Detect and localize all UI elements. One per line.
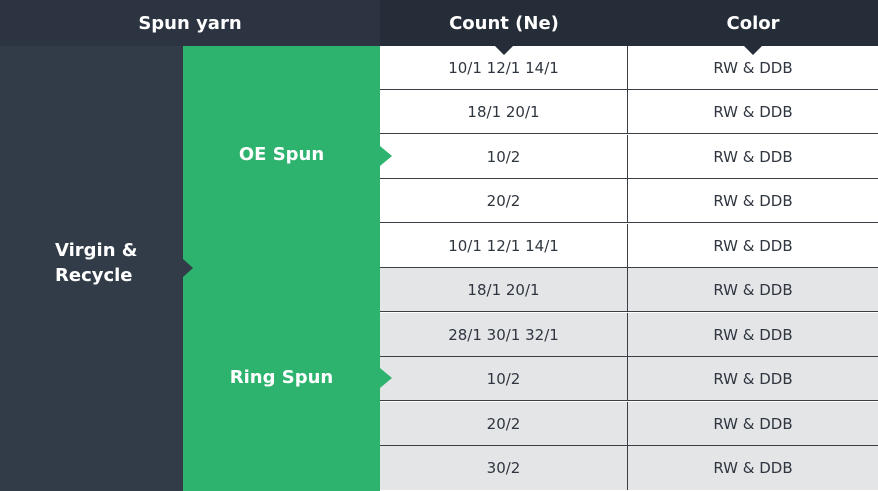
count-cell: 20/2: [380, 402, 628, 445]
table-row: 30/2 RW & DDB: [380, 446, 878, 490]
count-cell: 20/2: [380, 179, 628, 222]
color-cell: RW & DDB: [713, 58, 793, 77]
count-cell: 28/1 30/1 32/1: [380, 313, 628, 356]
table-row: 10/1 12/1 14/1 RW & DDB: [380, 46, 878, 90]
header-count-label: Count (Ne): [449, 12, 559, 34]
category-arrow: [183, 259, 193, 277]
header-notch: [743, 45, 763, 55]
count-cell: 18/1 20/1: [380, 268, 628, 311]
color-cell: RW & DDB: [713, 191, 793, 210]
count-cell: 10/2: [380, 135, 628, 178]
table-row: 10/2 RW & DDB: [380, 357, 878, 401]
table-row: 10/2 RW & DDB: [380, 135, 878, 179]
process-ring-label: Ring Spun: [229, 367, 334, 388]
color-cell: RW & DDB: [713, 280, 793, 299]
color-cell: RW & DDB: [713, 102, 793, 121]
color-cell: RW & DDB: [713, 414, 793, 433]
count-cell: 30/2: [380, 446, 628, 490]
table-row: 18/1 20/1 RW & DDB: [380, 268, 878, 312]
table-row: 20/2 RW & DDB: [380, 179, 878, 223]
header-notch: [494, 45, 514, 55]
count-cell: 10/2: [380, 357, 628, 400]
table-row: 28/1 30/1 32/1 RW & DDB: [380, 313, 878, 357]
header-color-label: Color: [726, 12, 780, 34]
category-block: Virgin & Recycle: [0, 46, 193, 491]
color-cell: RW & DDB: [713, 236, 793, 255]
header-spun-yarn-label: Spun yarn: [138, 12, 242, 34]
color-cell: RW & DDB: [713, 325, 793, 344]
process-oe-label: OE Spun: [238, 144, 325, 165]
count-color-table: 10/1 12/1 14/1 RW & DDB 18/1 20/1 RW & DDB 1…: [380, 46, 878, 491]
table-header: Spun yarn Count (Ne) Color: [0, 0, 878, 55]
color-cell: RW & DDB: [713, 369, 793, 388]
table-row: 10/1 12/1 14/1 RW & DDB: [380, 224, 878, 268]
header-count: Count (Ne): [380, 0, 628, 55]
color-cell: RW & DDB: [713, 459, 793, 477]
count-cell: 10/1 12/1 14/1: [380, 224, 628, 267]
process-ring-spun: Ring Spun: [183, 268, 392, 491]
color-cell: RW & DDB: [713, 147, 793, 166]
header-color: Color: [628, 0, 878, 55]
count-cell: 18/1 20/1: [380, 90, 628, 133]
header-spun-yarn: Spun yarn: [0, 0, 380, 55]
process-ring-arrow: [380, 368, 392, 388]
process-oe-spun: OE Spun: [183, 46, 392, 268]
category-label: Virgin & Recycle: [55, 240, 138, 286]
count-cell: 10/1 12/1 14/1: [380, 46, 628, 89]
table-row: 18/1 20/1 RW & DDB: [380, 90, 878, 134]
process-oe-arrow: [380, 146, 392, 166]
table-row: 20/2 RW & DDB: [380, 402, 878, 446]
